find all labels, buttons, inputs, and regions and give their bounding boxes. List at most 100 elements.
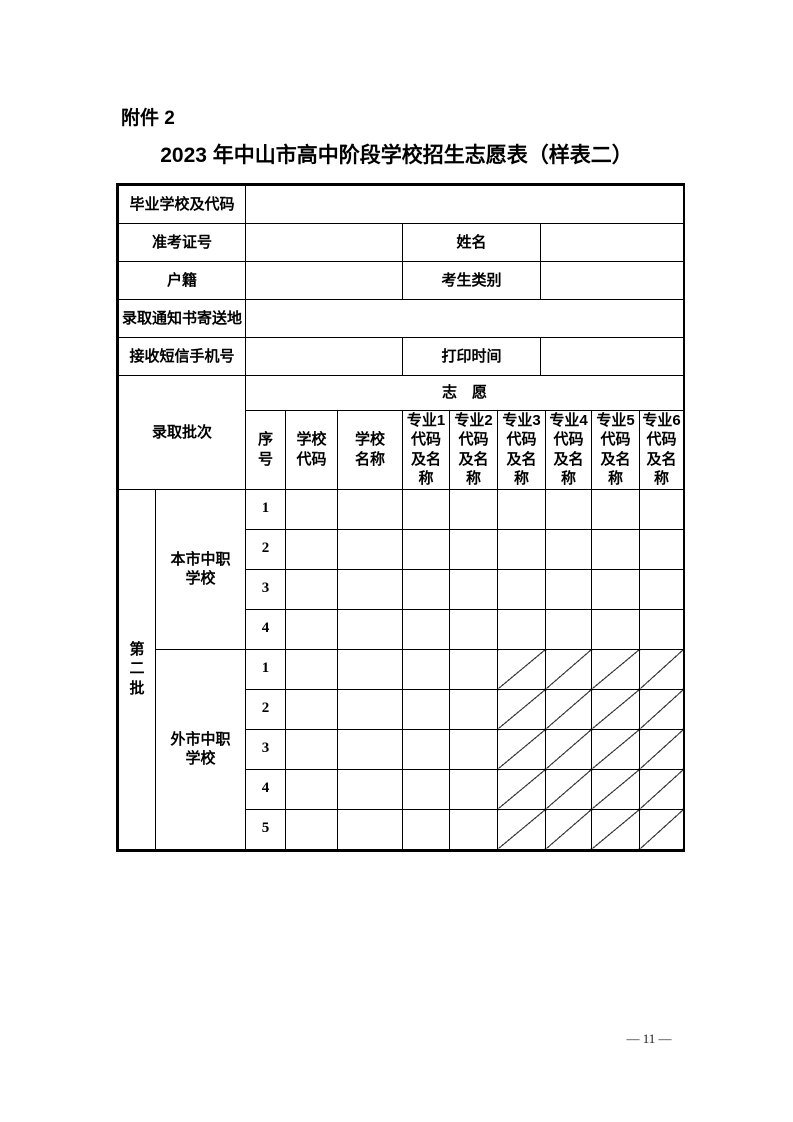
crossed-out-cell — [545, 768, 593, 810]
col-header-major-6: 专业6 代码 及名 称 — [639, 409, 685, 490]
school-code-cell — [285, 568, 339, 610]
major-4-cell — [545, 608, 593, 650]
attachment-label: 附件 2 — [121, 108, 175, 129]
volunteer-table: 录取批次 志 愿 序 号 学校 代码 学校 名称 专业1 代码 及名 称 专业2… — [117, 376, 685, 850]
school-name-cell — [337, 688, 404, 730]
table-row: 3 — [119, 568, 685, 610]
col-header-major-5: 专业5 代码 及名 称 — [591, 409, 641, 490]
page-number: — 11 — — [626, 1031, 672, 1046]
nonlocal-vocational-group-label: 外市中职 学校 — [154, 648, 247, 850]
school-name-cell — [337, 528, 404, 570]
crossed-out-cell — [497, 768, 547, 810]
row-number: 1 — [245, 648, 287, 690]
crossed-out-cell — [545, 728, 593, 770]
school-code-cell — [285, 768, 339, 810]
major-6-cell — [639, 528, 685, 570]
major-3-cell — [497, 528, 547, 570]
major-2-cell — [449, 728, 499, 770]
major-2-cell — [449, 768, 499, 810]
school-code-cell — [285, 528, 339, 570]
major-1-cell — [402, 528, 451, 570]
school-name-cell — [337, 808, 404, 850]
crossed-out-cell — [591, 688, 641, 730]
crossed-out-cell — [497, 688, 547, 730]
school-code-cell — [285, 608, 339, 650]
major-6-cell — [639, 568, 685, 610]
crossed-out-cell — [545, 688, 593, 730]
mail-address-label: 录取通知书寄送地 — [118, 299, 246, 338]
row-number: 3 — [245, 728, 287, 770]
major-1-cell — [402, 688, 451, 730]
crossed-out-cell — [639, 648, 685, 690]
crossed-out-cell — [591, 808, 641, 850]
sms-phone-label: 接收短信手机号 — [118, 337, 246, 376]
crossed-out-cell — [545, 648, 593, 690]
major-2-cell — [449, 648, 499, 690]
major-4-cell — [545, 528, 593, 570]
graduation-school-value-cell — [245, 185, 684, 224]
major-4-cell — [545, 568, 593, 610]
household-label: 户籍 — [118, 261, 246, 300]
table-row: 接收短信手机号 打印时间 — [118, 337, 684, 376]
row-number: 4 — [245, 608, 287, 650]
row-number: 3 — [245, 568, 287, 610]
major-1-cell — [402, 648, 451, 690]
exam-number-label: 准考证号 — [118, 223, 246, 262]
row-number: 2 — [245, 528, 287, 570]
exam-number-value-cell — [245, 223, 403, 262]
col-header-seq: 序 号 — [245, 409, 287, 490]
crossed-out-cell — [639, 768, 685, 810]
major-2-cell — [449, 608, 499, 650]
volunteer-section-header: 志 愿 — [245, 376, 685, 411]
row-number: 1 — [245, 488, 287, 530]
row-number: 4 — [245, 768, 287, 810]
school-name-cell — [337, 568, 404, 610]
major-6-cell — [639, 608, 685, 650]
batch-2-label: 第 二 批 — [118, 488, 156, 850]
major-2-cell — [449, 688, 499, 730]
crossed-out-cell — [591, 728, 641, 770]
crossed-out-cell — [497, 728, 547, 770]
col-header-major-3: 专业3 代码 及名 称 — [497, 409, 547, 490]
school-name-cell — [337, 488, 404, 530]
crossed-out-cell — [497, 808, 547, 850]
major-5-cell — [591, 528, 641, 570]
school-code-cell — [285, 488, 339, 530]
crossed-out-cell — [639, 808, 685, 850]
school-code-cell — [285, 648, 339, 690]
major-1-cell — [402, 568, 451, 610]
school-code-cell — [285, 808, 339, 850]
mail-address-value-cell — [245, 299, 684, 338]
table-row: 准考证号 姓名 — [118, 223, 684, 262]
sms-phone-value-cell — [245, 337, 403, 376]
crossed-out-cell — [591, 768, 641, 810]
major-2-cell — [449, 528, 499, 570]
table-row: 外市中职 学校 1 — [119, 648, 685, 850]
col-header-major-1: 专业1 代码 及名 称 — [402, 409, 451, 490]
table-row: 序 号 学校 代码 学校 名称 专业1 代码 及名 称 专业2 代码 及名 称 … — [119, 409, 685, 490]
major-5-cell — [591, 608, 641, 650]
table-row: 录取批次 志 愿 — [117, 376, 685, 490]
school-code-cell — [285, 728, 339, 770]
graduation-school-label: 毕业学校及代码 — [118, 185, 246, 224]
table-row: 第 二 批 本市中职 学校 1 — [118, 488, 685, 850]
candidate-type-label: 考生类别 — [402, 261, 541, 300]
school-code-cell — [285, 688, 339, 730]
table-row: 2 — [119, 688, 685, 730]
col-header-major-4: 专业4 代码 及名 称 — [545, 409, 593, 490]
print-time-value-cell — [540, 337, 684, 376]
major-3-cell — [497, 568, 547, 610]
table-row: 户籍 考生类别 — [118, 261, 684, 300]
name-value-cell — [540, 223, 684, 262]
school-name-cell — [337, 608, 404, 650]
student-info-table: 毕业学校及代码 准考证号 姓名 户籍 考生类别 录取通知书寄送地 — [118, 185, 684, 376]
school-name-cell — [337, 648, 404, 690]
print-time-label: 打印时间 — [402, 337, 541, 376]
name-label: 姓名 — [402, 223, 541, 262]
table-row: 3 — [119, 728, 685, 770]
candidate-type-value-cell — [540, 261, 684, 300]
school-name-cell — [337, 768, 404, 810]
major-2-cell — [449, 568, 499, 610]
crossed-out-cell — [639, 728, 685, 770]
